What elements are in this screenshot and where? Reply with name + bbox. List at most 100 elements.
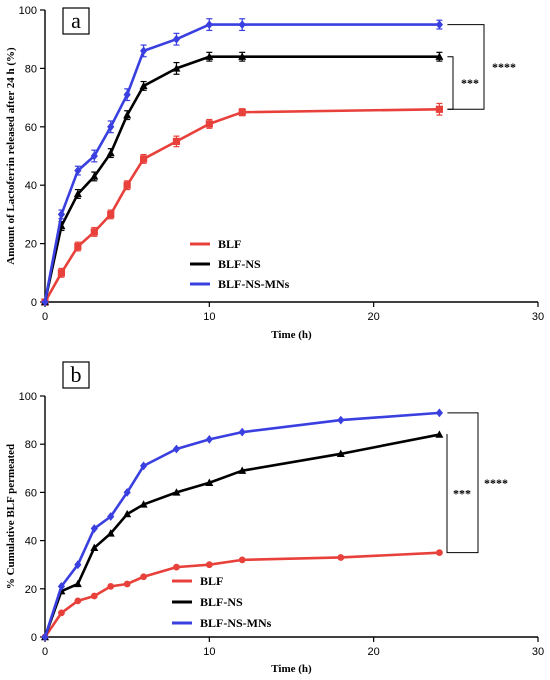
data-point bbox=[205, 52, 214, 60]
data-point bbox=[90, 524, 98, 533]
x-tick-label: 0 bbox=[42, 311, 48, 323]
y-tick-label: 40 bbox=[25, 536, 37, 548]
data-point bbox=[106, 529, 115, 537]
x-axis-title: Time (h) bbox=[271, 329, 312, 341]
data-point bbox=[238, 556, 246, 564]
legend: BLF BLF-NS BLF-NS-MNs bbox=[190, 237, 290, 291]
legend-label: BLF-NS bbox=[200, 595, 243, 609]
significance-bracket: **** bbox=[447, 412, 508, 554]
legend-label: BLF bbox=[218, 237, 241, 251]
data-point bbox=[123, 90, 131, 100]
data-point bbox=[140, 461, 148, 471]
data-point bbox=[172, 137, 181, 145]
data-point bbox=[205, 561, 213, 569]
data-point bbox=[73, 579, 82, 588]
y-tick-label: 80 bbox=[25, 439, 37, 451]
data-point bbox=[172, 444, 181, 454]
x-tick-label: 30 bbox=[532, 311, 544, 323]
legend-label: BLF bbox=[200, 574, 223, 588]
data-point bbox=[435, 430, 444, 438]
data-point bbox=[90, 172, 99, 180]
bracket-line bbox=[447, 24, 485, 110]
data-point bbox=[172, 488, 181, 496]
data-point bbox=[57, 581, 66, 591]
data-point bbox=[123, 181, 131, 189]
significance-label: *** bbox=[461, 76, 479, 90]
data-point bbox=[436, 549, 443, 557]
data-point bbox=[123, 110, 132, 119]
data-point bbox=[90, 228, 98, 236]
data-point bbox=[205, 434, 213, 444]
y-tick-label: 100 bbox=[19, 5, 37, 17]
data-point bbox=[123, 488, 131, 497]
significance-bracket: *** bbox=[446, 434, 471, 554]
data-point bbox=[73, 189, 82, 198]
significance-bracket: **** bbox=[447, 24, 516, 110]
data-point bbox=[205, 478, 214, 486]
series-BLF-NS bbox=[41, 51, 444, 306]
data-point bbox=[123, 580, 131, 588]
data-point bbox=[205, 20, 213, 29]
data-point bbox=[140, 155, 148, 163]
series-BLF-NS-MNs bbox=[41, 408, 443, 642]
legend-label: BLF-NS-MNs bbox=[200, 616, 272, 630]
y-tick-label: 20 bbox=[25, 239, 37, 251]
significance-label: *** bbox=[453, 487, 471, 501]
y-tick-label: 0 bbox=[31, 297, 37, 309]
data-point bbox=[435, 105, 443, 113]
data-point bbox=[172, 64, 181, 72]
significance-label: **** bbox=[492, 60, 516, 74]
y-tick-label: 100 bbox=[19, 391, 37, 403]
data-point bbox=[172, 34, 181, 44]
data-point bbox=[90, 151, 98, 161]
data-point bbox=[58, 609, 65, 617]
significance-bracket: *** bbox=[447, 56, 479, 110]
bracket-line bbox=[447, 56, 454, 110]
panel-letter: b bbox=[71, 362, 82, 387]
x-tick-label: 0 bbox=[42, 646, 48, 658]
y-tick-label: 20 bbox=[25, 584, 37, 596]
data-point bbox=[107, 512, 115, 521]
data-point bbox=[123, 509, 132, 518]
data-point bbox=[41, 297, 49, 307]
chart-panel-a: a 0 20 40 60 80 100 0 10 20 30 Time (h) Amount of La… bbox=[5, 5, 544, 341]
data-point bbox=[74, 166, 82, 175]
y-tick-label: 80 bbox=[25, 63, 37, 75]
data-point bbox=[107, 210, 115, 218]
data-point bbox=[173, 563, 180, 571]
data-point bbox=[140, 46, 148, 56]
x-tick-label: 20 bbox=[368, 646, 380, 658]
x-tick-label: 20 bbox=[368, 311, 380, 323]
data-point bbox=[337, 554, 345, 561]
y-tick-label: 60 bbox=[25, 487, 37, 499]
series-BLF bbox=[41, 549, 443, 641]
series-BLF bbox=[41, 102, 443, 306]
data-point bbox=[140, 573, 148, 581]
data-point bbox=[205, 120, 213, 128]
series-line bbox=[43, 411, 440, 638]
data-point bbox=[238, 427, 246, 437]
y-tick-label: 60 bbox=[25, 122, 37, 134]
chart-panel-b: b 0 20 40 60 80 100 0 10 20 30 Time (h) % Cumulative… bbox=[5, 361, 544, 675]
legend: BLF BLF-NS BLF-NS-MNs bbox=[172, 574, 272, 630]
data-point bbox=[106, 148, 115, 157]
series-BLF-NS-MNs bbox=[41, 18, 443, 307]
x-tick-label: 30 bbox=[532, 646, 544, 658]
legend-label: BLF-NS bbox=[218, 257, 261, 271]
data-point bbox=[238, 20, 246, 29]
data-point bbox=[337, 415, 345, 425]
data-point bbox=[74, 242, 82, 251]
data-point bbox=[57, 269, 66, 277]
data-point bbox=[139, 500, 148, 508]
y-tick-label: 0 bbox=[31, 632, 37, 644]
data-point bbox=[74, 560, 82, 570]
data-point bbox=[238, 52, 247, 60]
y-axis-title: % Cumulative BLF permeated bbox=[5, 444, 17, 589]
data-point bbox=[238, 466, 247, 474]
panel-letter-box bbox=[62, 361, 90, 389]
panel-letter-box bbox=[62, 7, 90, 35]
x-tick-label: 10 bbox=[203, 311, 215, 323]
bracket-line bbox=[447, 412, 479, 554]
data-point bbox=[41, 632, 49, 642]
